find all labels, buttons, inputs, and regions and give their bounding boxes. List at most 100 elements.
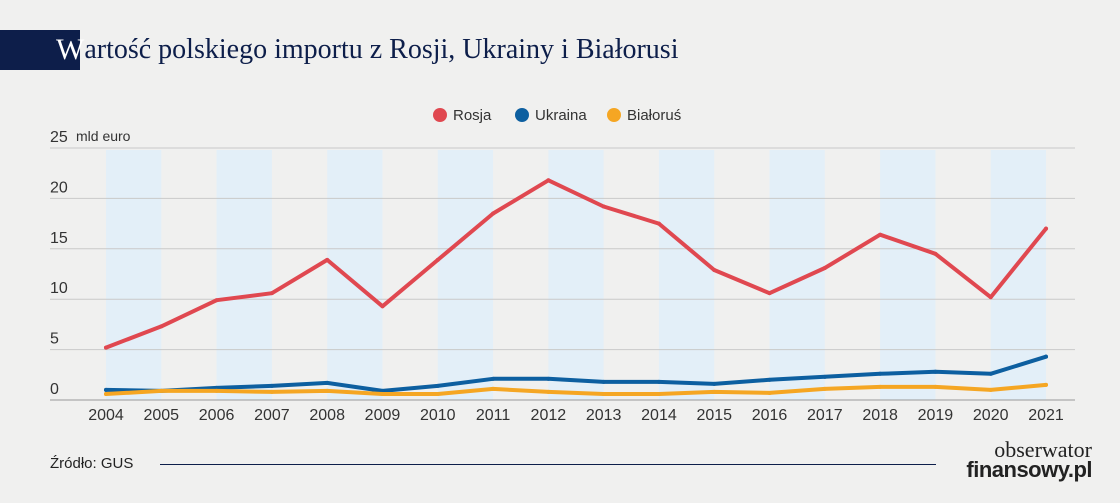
data-point — [712, 389, 717, 394]
brand-logo: obserwator finansowy.pl — [966, 437, 1092, 482]
data-point — [325, 380, 330, 385]
data-point — [822, 386, 827, 391]
legend-marker — [607, 108, 621, 122]
x-tick-label: 2009 — [365, 407, 401, 424]
source-label: Źródło: GUS — [50, 455, 134, 472]
data-point — [878, 371, 883, 376]
legend-label: Ukraina — [535, 107, 587, 124]
y-tick-label: 15 — [50, 230, 68, 247]
data-point — [380, 304, 385, 309]
x-tick-label: 2014 — [641, 407, 677, 424]
data-point — [601, 391, 606, 396]
data-point — [822, 265, 827, 270]
y-tick-label: 25 — [50, 129, 68, 146]
data-point — [269, 291, 274, 296]
data-point — [601, 204, 606, 209]
x-tick-label: 2007 — [254, 407, 290, 424]
x-tick-label: 2021 — [1028, 407, 1064, 424]
data-point — [712, 381, 717, 386]
data-point — [546, 178, 551, 183]
data-point — [988, 387, 993, 392]
data-point — [656, 221, 661, 226]
column-band — [658, 150, 715, 400]
x-tick-label: 2019 — [918, 407, 954, 424]
data-point — [767, 390, 772, 395]
data-point — [601, 379, 606, 384]
x-tick-label: 2017 — [807, 407, 843, 424]
data-point — [214, 388, 219, 393]
x-tick-label: 2020 — [973, 407, 1009, 424]
title-first-letter: W — [56, 33, 85, 66]
data-point — [325, 388, 330, 393]
title-accent-bar — [0, 30, 80, 70]
series-line-rosja — [104, 178, 1048, 350]
data-point — [988, 295, 993, 300]
data-point — [822, 374, 827, 379]
data-point — [380, 391, 385, 396]
data-point — [1044, 226, 1048, 231]
series-line-ukraina — [104, 354, 1048, 393]
x-tick-label: 2016 — [752, 407, 788, 424]
data-point — [380, 388, 385, 393]
x-tick-label: 2004 — [88, 407, 124, 424]
column-band — [327, 150, 383, 400]
column-band — [990, 150, 1046, 400]
data-point — [878, 232, 883, 237]
x-tick-label: 2013 — [586, 407, 622, 424]
legend-label: Rosja — [453, 107, 492, 124]
data-point — [491, 376, 496, 381]
logo-line2: finansowy.pl — [966, 457, 1092, 482]
y-tick-label: 10 — [50, 280, 68, 297]
column-band — [106, 150, 162, 400]
legend-label: Białoruś — [627, 107, 681, 124]
legend-marker — [515, 108, 529, 122]
title-text: artość polskiego importu z Rosji, Ukrain… — [84, 34, 679, 65]
data-point — [878, 384, 883, 389]
column-band — [880, 150, 936, 400]
column-band — [548, 150, 604, 400]
x-tick-label: 2008 — [309, 407, 345, 424]
legend-marker — [433, 108, 447, 122]
data-point — [435, 257, 440, 262]
column-band — [769, 150, 825, 400]
data-point — [159, 388, 164, 393]
data-point — [1044, 382, 1048, 387]
x-tick-label: 2015 — [696, 407, 732, 424]
data-point — [269, 389, 274, 394]
x-tick-label: 2012 — [531, 407, 567, 424]
data-point — [656, 379, 661, 384]
data-point — [712, 267, 717, 272]
data-point — [546, 389, 551, 394]
x-tick-label: 2006 — [199, 407, 235, 424]
data-point — [104, 391, 108, 396]
y-tick-label: 0 — [50, 381, 59, 398]
data-point — [491, 386, 496, 391]
y-axis-unit: mld euro — [76, 128, 131, 144]
line-chart: 0 5 10 15 20 25 mld euro 2004 2005 2006 2007 2008 20… — [50, 107, 1075, 424]
source-divider — [160, 464, 936, 465]
y-tick-label: 20 — [50, 179, 68, 196]
data-point — [933, 384, 938, 389]
data-point — [159, 324, 164, 329]
x-tick-label: 2010 — [420, 407, 456, 424]
data-point — [988, 371, 993, 376]
data-point — [435, 391, 440, 396]
column-band — [437, 150, 494, 400]
data-point — [104, 387, 108, 392]
data-point — [933, 251, 938, 256]
x-tick-label: 2005 — [143, 407, 179, 424]
data-point — [325, 257, 330, 262]
data-point — [1044, 354, 1048, 359]
logo-line1: obserwator — [994, 437, 1092, 462]
y-tick-label: 5 — [50, 331, 59, 348]
data-point — [269, 383, 274, 388]
data-point — [933, 369, 938, 374]
series-line-białoruś — [104, 382, 1048, 396]
data-point — [656, 391, 661, 396]
data-point — [767, 377, 772, 382]
x-tick-label: 2018 — [862, 407, 898, 424]
data-point — [214, 298, 219, 303]
column-band — [216, 150, 272, 400]
data-point — [435, 383, 440, 388]
